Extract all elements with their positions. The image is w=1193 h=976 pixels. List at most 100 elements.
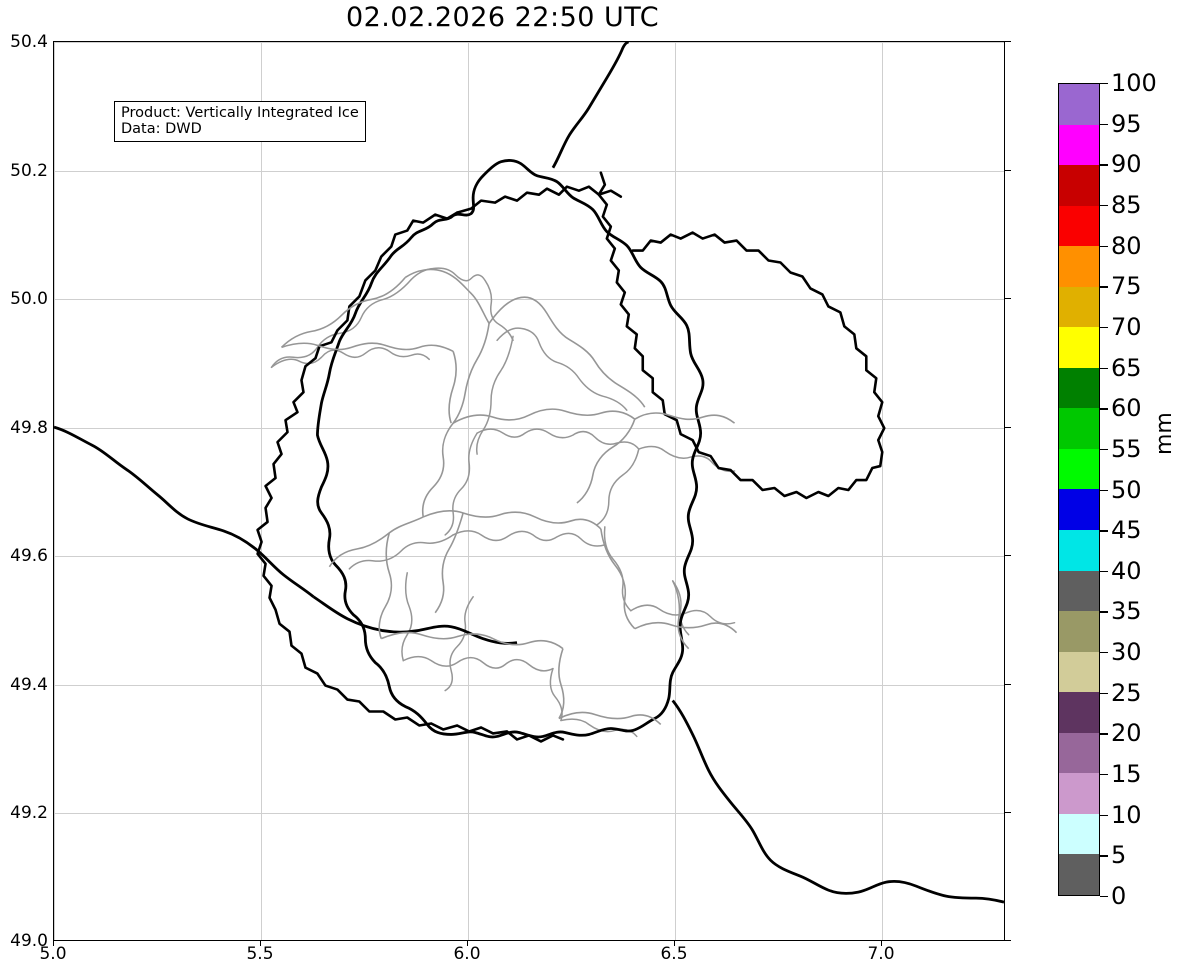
colorbar-band-30-35 xyxy=(1059,611,1099,652)
ytick-label-49.8: 49.8 xyxy=(10,418,48,438)
xtick-mark-5.5 xyxy=(260,941,261,946)
colorbar-tick-85 xyxy=(1100,204,1108,207)
colorbar-tick-55 xyxy=(1100,448,1108,451)
ytick-label-50.0: 50.0 xyxy=(10,289,48,309)
ytick-mark-50.0 xyxy=(1005,298,1011,299)
gridline-y-50.4 xyxy=(54,42,1004,43)
colorbar-band-35-40 xyxy=(1059,570,1099,612)
borders-accurate-layer xyxy=(54,42,1004,904)
gridline-y-49.2 xyxy=(54,813,1004,814)
colorbar-tick-80 xyxy=(1100,245,1108,247)
colorbar-tick-label-100: 100 xyxy=(1111,69,1157,97)
colorbar-tick-90 xyxy=(1100,164,1108,166)
colorbar-tick-20 xyxy=(1100,733,1108,735)
colorbar-band-15-20 xyxy=(1059,732,1099,774)
info-data-line: Data: DWD xyxy=(121,121,202,137)
colorbar-tick-25 xyxy=(1100,692,1108,695)
colorbar-tick-label-10: 10 xyxy=(1111,800,1142,829)
colorbar-tick-label-50: 50 xyxy=(1111,475,1142,504)
colorbar-unit-label: mm xyxy=(1152,412,1177,455)
xtick-mark-6.0 xyxy=(467,941,468,946)
colorbar-band-45-50 xyxy=(1059,489,1099,531)
ytick-mark-49.0 xyxy=(1005,940,1011,941)
colorbar-tick-label-95: 95 xyxy=(1111,109,1142,138)
gridline-y-49.6 xyxy=(54,556,1004,557)
colorbar-tick-95 xyxy=(1100,123,1108,126)
ytick-label-50.2: 50.2 xyxy=(10,161,48,181)
page-title: 02.02.2026 22:50 UTC xyxy=(345,2,660,33)
ytick-label-49.0: 49.0 xyxy=(10,931,48,951)
xtick-label-5.5: 5.5 xyxy=(246,944,274,964)
xtick-label-6.5: 6.5 xyxy=(660,944,688,964)
geography-overlay xyxy=(54,42,1004,904)
colorbar-tick-50 xyxy=(1100,489,1108,491)
colorbar-band-20-25 xyxy=(1059,692,1099,733)
ytick-label-49.6: 49.6 xyxy=(10,546,48,566)
xtick-label-5.0: 5.0 xyxy=(39,944,67,964)
colorbar-band-85-90 xyxy=(1059,165,1099,206)
colorbar-tick-label-0: 0 xyxy=(1111,882,1127,910)
gridline-x-5.0 xyxy=(54,42,55,940)
colorbar-tick-label-25: 25 xyxy=(1111,678,1142,707)
colorbar-band-90-95 xyxy=(1059,124,1099,166)
colorbar-band-55-60 xyxy=(1059,408,1099,449)
colorbar-band-65-70 xyxy=(1059,327,1099,368)
ytick-label-49.4: 49.4 xyxy=(10,675,48,695)
colorbar-tick-label-90: 90 xyxy=(1111,150,1142,179)
colorbar-tick-label-30: 30 xyxy=(1111,638,1142,667)
colorbar-tick-label-60: 60 xyxy=(1111,394,1142,423)
colorbar[interactable] xyxy=(1058,83,1100,896)
gridline-x-7.0 xyxy=(882,42,883,940)
ytick-label-50.4: 50.4 xyxy=(10,32,48,52)
ytick-mark-49.4 xyxy=(1005,684,1011,685)
colorbar-tick-label-70: 70 xyxy=(1111,312,1142,341)
colorbar-tick-label-5: 5 xyxy=(1111,841,1127,870)
colorbar-tick-75 xyxy=(1100,286,1108,288)
gridline-x-6.0 xyxy=(468,42,469,940)
xtick-label-7.0: 7.0 xyxy=(867,944,895,964)
colorbar-band-70-75 xyxy=(1059,286,1099,328)
gridline-y-50.0 xyxy=(54,299,1004,300)
gridline-x-6.5 xyxy=(675,42,676,940)
colorbar-tick-65 xyxy=(1100,367,1108,369)
colorbar-band-95-100 xyxy=(1059,84,1099,125)
colorbar-tick-label-20: 20 xyxy=(1111,719,1142,748)
national-border-lines xyxy=(256,171,886,743)
colorbar-tick-label-35: 35 xyxy=(1111,597,1142,626)
xtick-mark-6.5 xyxy=(674,941,675,946)
ytick-mark-50.2 xyxy=(1005,170,1011,171)
ytick-mark-49.8 xyxy=(1005,427,1011,428)
colorbar-tick-label-80: 80 xyxy=(1111,231,1142,260)
gridline-y-49.8 xyxy=(54,428,1004,429)
colorbar-tick-70 xyxy=(1100,326,1108,329)
gridline-y-49.4 xyxy=(54,685,1004,686)
colorbar-tick-10 xyxy=(1100,814,1108,817)
map-plot-area[interactable]: Product: Vertically Integrated Ice Data:… xyxy=(53,41,1005,941)
colorbar-band-5-10 xyxy=(1059,813,1099,855)
colorbar-tick-30 xyxy=(1100,652,1108,654)
product-info-box: Product: Vertically Integrated Ice Data:… xyxy=(114,101,366,142)
colorbar-tick-45 xyxy=(1100,530,1108,532)
colorbar-band-0-5 xyxy=(1059,854,1099,895)
colorbar-tick-40 xyxy=(1100,570,1108,573)
ytick-mark-49.6 xyxy=(1005,555,1011,556)
colorbar-tick-100 xyxy=(1100,83,1108,85)
colorbar-tick-label-40: 40 xyxy=(1111,556,1142,585)
ytick-mark-50.4 xyxy=(1005,41,1011,42)
colorbar-band-40-45 xyxy=(1059,530,1099,571)
colorbar-tick-label-75: 75 xyxy=(1111,272,1142,301)
canton-border-lines xyxy=(270,267,736,738)
colorbar-tick-label-65: 65 xyxy=(1111,353,1142,382)
colorbar-tick-35 xyxy=(1100,611,1108,613)
gridline-x-5.5 xyxy=(261,42,262,940)
colorbar-band-60-65 xyxy=(1059,367,1099,409)
colorbar-tick-0 xyxy=(1100,896,1108,898)
xtick-mark-7.0 xyxy=(881,941,882,946)
colorbar-band-50-55 xyxy=(1059,448,1099,490)
ytick-mark-49.2 xyxy=(1005,812,1011,813)
colorbar-band-25-30 xyxy=(1059,651,1099,693)
colorbar-tick-60 xyxy=(1100,408,1108,410)
colorbar-tick-label-45: 45 xyxy=(1111,516,1142,545)
xtick-mark-5.0 xyxy=(53,941,54,946)
colorbar-tick-5 xyxy=(1100,855,1108,857)
